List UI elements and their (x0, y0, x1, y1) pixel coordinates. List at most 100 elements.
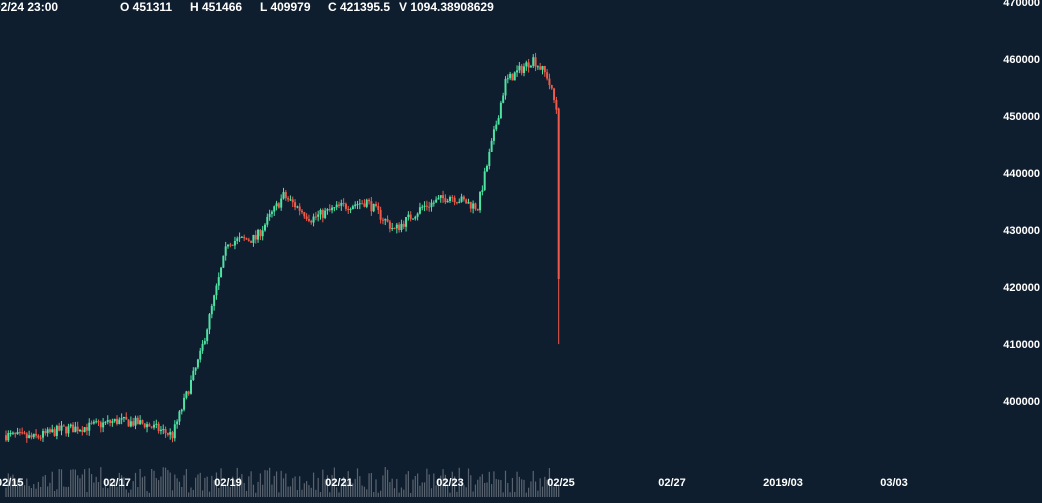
candle-body (444, 198, 447, 203)
volume-bar (178, 481, 181, 497)
volume-bar (465, 487, 467, 497)
volume-bar (324, 479, 326, 497)
candle-body (550, 85, 553, 89)
candle-body (465, 199, 468, 204)
candle-body (527, 62, 530, 68)
candle-body (169, 432, 172, 435)
ohlc-time: 02/24 23:00 (0, 0, 59, 14)
volume-bar (377, 492, 379, 497)
volume-bar (236, 467, 238, 497)
candle-body (109, 420, 112, 423)
candle-body (238, 237, 241, 239)
volume-bar (481, 474, 483, 497)
volume-bar (373, 491, 375, 497)
volume-bar (102, 487, 104, 497)
volume-bar (322, 469, 324, 497)
y-tick-label: 410000 (1003, 339, 1040, 351)
volume-bar (79, 478, 81, 497)
volume-bar (146, 491, 148, 497)
volume-bars (5, 467, 560, 497)
y-tick-label: 460000 (1003, 54, 1040, 66)
candle-body (405, 217, 408, 227)
volume-bar (132, 481, 134, 497)
candle-body (402, 223, 405, 227)
candle-body (481, 190, 484, 192)
x-tick-label: 02/23 (436, 477, 464, 489)
candle-body (132, 421, 135, 426)
volume-bar (530, 481, 532, 497)
volume-bar (160, 476, 162, 497)
volume-bar (213, 479, 215, 497)
volume-bar (278, 492, 280, 497)
candle-body (557, 108, 560, 280)
candle-body (104, 421, 107, 423)
candle-body (354, 204, 357, 207)
volume-bar (528, 487, 530, 497)
candle-body (319, 210, 322, 215)
volume-bar (414, 475, 416, 497)
volume-bar (42, 476, 44, 497)
candle-body (391, 227, 394, 229)
candle-body (257, 229, 260, 240)
volume-bar (338, 492, 340, 497)
candle-body (331, 207, 334, 211)
candle-body (317, 214, 320, 217)
candle-body (231, 244, 234, 246)
volume-bar (234, 479, 236, 497)
volume-bar (188, 492, 190, 497)
volume-bar (273, 475, 275, 497)
volume-bar (16, 479, 19, 497)
candle-body (122, 416, 125, 419)
candle-body (141, 420, 144, 424)
volume-bar (10, 476, 12, 497)
candle-body (180, 409, 183, 412)
volume-bar (292, 478, 294, 497)
volume-bar (333, 467, 335, 497)
candle-body (386, 219, 389, 222)
candle-body (439, 195, 442, 198)
volume-bar (174, 474, 176, 497)
volume-bar (423, 482, 426, 497)
candle-body (476, 208, 479, 211)
candle-body (446, 200, 449, 203)
volume-bar (176, 478, 178, 497)
volume-bar (67, 486, 70, 497)
candle-body (472, 203, 475, 209)
volume-bar (497, 479, 500, 497)
candle-body (39, 437, 42, 439)
volume-bar (14, 480, 16, 497)
candle-body (298, 206, 301, 211)
candle-body (229, 244, 232, 246)
candle-body (430, 202, 433, 208)
volume-bar (514, 491, 516, 497)
volume-bar (366, 489, 368, 497)
candle-body (421, 206, 424, 208)
volume-bar (477, 479, 479, 497)
candle-body (261, 230, 264, 237)
candle-body (187, 391, 190, 394)
candle-body (213, 295, 216, 306)
candle-body (79, 429, 81, 432)
candle-body (486, 165, 488, 172)
volume-bar (539, 478, 541, 497)
candle-body (409, 214, 412, 220)
candle-body (361, 203, 364, 205)
candle-body (127, 419, 130, 427)
volume-bar (410, 492, 412, 497)
volume-bar (400, 487, 403, 497)
volume-bar (229, 487, 231, 497)
candle-body (62, 425, 65, 427)
candle-body (35, 433, 38, 436)
volume-bar (7, 473, 9, 497)
candle-body (148, 424, 151, 427)
ohlc-low: L 409979 (260, 0, 311, 14)
candle-body (171, 432, 174, 439)
volume-bar (532, 470, 534, 497)
volume-bar (33, 484, 35, 497)
candle-body (375, 203, 377, 207)
volume-bar (269, 467, 271, 497)
candle-body (490, 140, 493, 152)
candle-body (139, 420, 142, 425)
candle-body (125, 416, 128, 420)
